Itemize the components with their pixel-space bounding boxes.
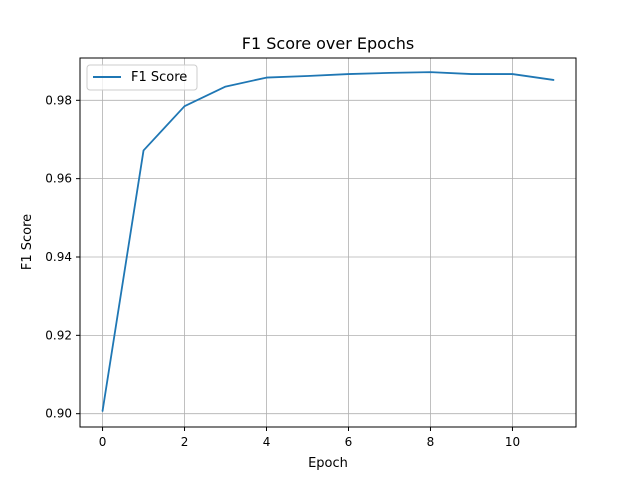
x-axis-label: Epoch [308, 456, 348, 471]
grid-lines [80, 58, 576, 427]
chart-title: F1 Score over Epochs [242, 34, 414, 53]
x-tick-label-0: 0 [99, 435, 107, 449]
legend-label-f1-score: F1 Score [131, 70, 187, 85]
series-line-0 [101, 71, 555, 412]
y-tick-label-3: 0.96 [45, 172, 72, 186]
y-axis-label: F1 Score [20, 214, 35, 270]
y-tick-label-1: 0.92 [45, 328, 72, 342]
y-axis-ticks: 0.90 0.92 0.94 0.96 0.98 [45, 93, 80, 421]
x-tick-label-1: 2 [181, 435, 189, 449]
y-tick-label-0: 0.90 [45, 407, 72, 421]
x-tick-label-2: 4 [263, 435, 271, 449]
plot-frame [79, 57, 577, 428]
y-tick-label-2: 0.94 [45, 250, 72, 264]
x-tick-label-5: 10 [505, 435, 520, 449]
x-tick-label-4: 8 [427, 435, 435, 449]
legend-box [86, 64, 198, 91]
y-tick-label-4: 0.98 [45, 93, 72, 107]
series-layer [101, 71, 555, 412]
x-tick-label-3: 6 [345, 435, 353, 449]
x-axis-ticks: 0 2 4 6 8 10 [99, 427, 520, 449]
legend: F1 Score [86, 64, 198, 91]
